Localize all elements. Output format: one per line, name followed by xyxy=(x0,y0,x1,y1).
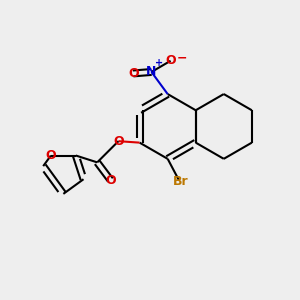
Text: −: − xyxy=(176,52,187,65)
Text: Br: Br xyxy=(172,175,188,188)
Text: O: O xyxy=(128,67,139,80)
Text: N: N xyxy=(146,65,157,79)
Text: O: O xyxy=(46,149,56,162)
Text: O: O xyxy=(105,173,116,187)
Text: +: + xyxy=(155,58,163,68)
Text: O: O xyxy=(165,54,176,67)
Text: O: O xyxy=(113,135,124,148)
